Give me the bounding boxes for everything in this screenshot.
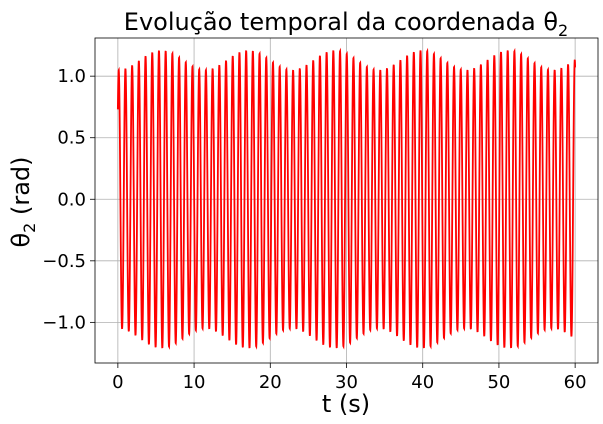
y-tick-label: 1.0 bbox=[57, 66, 86, 87]
chart-title: Evolução temporal da coordenada θ2 bbox=[124, 8, 568, 40]
x-axis-label: t (s) bbox=[322, 390, 370, 418]
x-tick-label: 40 bbox=[411, 372, 434, 393]
y-axis-label: θ2 (rad) bbox=[7, 156, 39, 247]
y-tick-label: −1.0 bbox=[42, 312, 86, 333]
x-tick-label: 20 bbox=[259, 372, 282, 393]
x-tick-label: 10 bbox=[183, 372, 206, 393]
x-tick-label: 30 bbox=[335, 372, 358, 393]
x-tick-label: 60 bbox=[564, 372, 587, 393]
ticks: 0 10 20 30 40 50 60 1.0 0.5 0.0 −0.5 −1.0 bbox=[42, 66, 586, 393]
y-tick-label: 0.5 bbox=[57, 128, 86, 149]
series-layer bbox=[116, 47, 577, 350]
x-tick-label: 0 bbox=[112, 372, 123, 393]
y-tick-label: −0.5 bbox=[42, 251, 86, 272]
x-tick-label: 50 bbox=[487, 372, 510, 393]
y-tick-label: 0.0 bbox=[57, 189, 86, 210]
series-line bbox=[116, 47, 577, 350]
